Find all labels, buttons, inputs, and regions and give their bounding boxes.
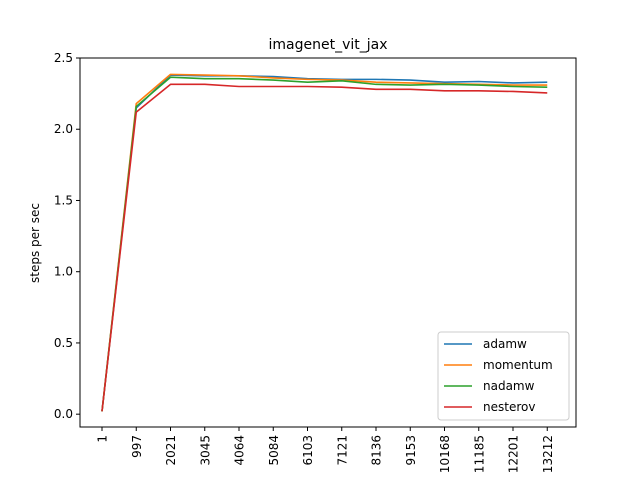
legend: adamw momentum nadamw nesterov xyxy=(437,331,570,421)
y-tick-label: 1.5 xyxy=(54,193,73,207)
x-tick-label: 13212 xyxy=(541,435,555,473)
x-tick-label: 8136 xyxy=(370,435,384,466)
legend-label-nadamw: nadamw xyxy=(483,379,535,393)
legend-box xyxy=(437,331,570,421)
y-axis-label: steps per sec xyxy=(28,203,42,283)
x-tick-label: 6103 xyxy=(301,435,315,466)
legend-label-adamw: adamw xyxy=(483,337,527,351)
x-tick-label: 5084 xyxy=(267,435,281,466)
x-tick-label: 7121 xyxy=(335,435,349,466)
series-line-nadamw xyxy=(101,76,548,412)
y-axis: 0.0 0.5 1.0 1.5 2.0 2.5 xyxy=(54,51,80,421)
y-tick-label: 2.0 xyxy=(54,122,73,136)
legend-label-momentum: momentum xyxy=(483,358,553,372)
x-tick-label: 11185 xyxy=(472,435,486,473)
chart-title: imagenet_vit_jax xyxy=(269,37,388,53)
x-tick-label: 2021 xyxy=(164,435,178,466)
y-tick-label: 1.0 xyxy=(54,265,73,279)
x-tick-label: 10168 xyxy=(438,435,452,473)
x-tick-label: 997 xyxy=(130,435,144,458)
x-tick-label: 1 xyxy=(96,435,110,443)
y-tick-label: 2.5 xyxy=(54,51,73,65)
x-axis: 1 997 2021 3045 4064 5084 6103 7121 8136 9153 1016… xyxy=(96,427,555,473)
series-layer xyxy=(101,73,548,412)
x-tick-label: 3045 xyxy=(198,435,212,466)
legend-label-nesterov: nesterov xyxy=(483,400,535,414)
x-tick-label: 4064 xyxy=(233,435,247,466)
x-tick-label: 12201 xyxy=(507,435,521,473)
x-tick-label: 9153 xyxy=(404,435,418,466)
plot-frame xyxy=(79,57,577,428)
series-line-nesterov xyxy=(101,83,548,412)
y-tick-label: 0.5 xyxy=(54,336,73,350)
y-tick-label: 0.0 xyxy=(54,407,73,421)
